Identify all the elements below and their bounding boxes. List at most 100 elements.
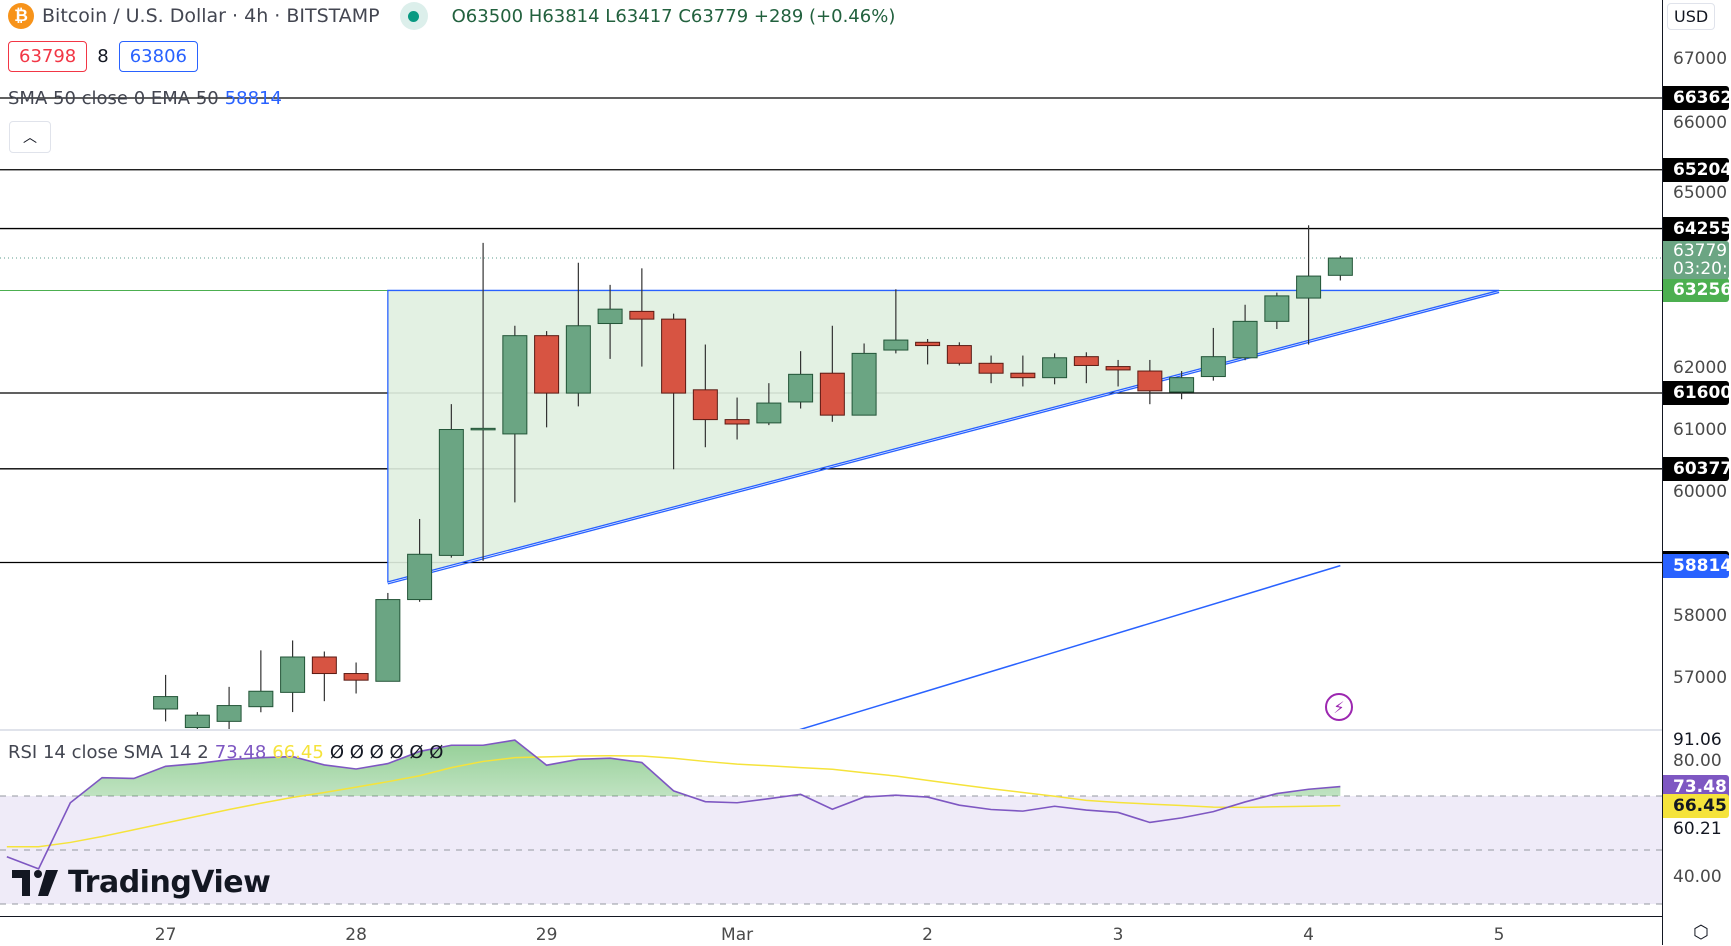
rsi-sma-line [6, 755, 1341, 848]
candle-body [343, 673, 369, 681]
lightning-icon[interactable]: ⚡ [1325, 693, 1353, 721]
candle [946, 342, 972, 366]
ema-legend[interactable]: SMA 50 close 0 EMA 50 58814 [8, 88, 282, 109]
candle [248, 650, 274, 713]
collapse-legend-button[interactable]: ︿ [9, 121, 51, 153]
sell-button[interactable]: 63798 [8, 41, 88, 72]
bitcoin-icon: ₿ [8, 3, 34, 29]
ema-50-line [799, 564, 1341, 729]
candle [280, 640, 306, 713]
market-open-dot-icon[interactable] [399, 2, 428, 30]
price-tick: 62000 [1673, 358, 1728, 379]
candle [470, 242, 496, 561]
rsi-overbought-fill [6, 740, 1341, 796]
candle [343, 662, 369, 694]
candle-body [692, 389, 718, 421]
candle-body [438, 429, 464, 556]
rsi-label: RSI 14 close SMA 14 2 [8, 742, 209, 763]
candle-body [915, 341, 941, 347]
ema-value: 58814 [224, 88, 282, 109]
pane-separator[interactable] [0, 729, 1662, 731]
candle [1232, 304, 1258, 361]
triangle-top-tag: 63256 [1663, 278, 1731, 303]
candle-body [946, 345, 972, 364]
ema-tag: 58814 [1663, 553, 1731, 578]
candle-body [629, 310, 655, 320]
candle-body [534, 335, 560, 394]
candle-body [153, 696, 179, 710]
time-axis[interactable]: 27 28 29 Mar 2 3 4 5 [0, 916, 1662, 946]
candle [438, 404, 464, 558]
candle [1296, 225, 1322, 345]
level-lines [0, 97, 1662, 564]
candle-body [724, 419, 750, 425]
candle-body [502, 335, 528, 435]
candle-body [1010, 372, 1036, 379]
rsi-sma-tag: 66.45 [1663, 793, 1729, 818]
buy-button[interactable]: 63806 [118, 41, 198, 72]
time-tick: 3 [1112, 925, 1124, 945]
candle [1073, 352, 1099, 384]
currency-button[interactable]: USD [1667, 3, 1716, 30]
candle [1200, 327, 1226, 381]
candle [629, 268, 655, 367]
price-axis[interactable]: USD 67000 66000 65000 62000 61000 60000 58000 5… [1662, 0, 1731, 945]
candle [1327, 255, 1353, 281]
rsi-tick: 60.21 [1673, 819, 1722, 839]
candle [1042, 353, 1068, 385]
candle [756, 383, 782, 426]
candles [153, 225, 1353, 729]
rsi-line [6, 739, 1341, 870]
price-tick: 67000 [1673, 48, 1728, 69]
quote-buttons: 63798 8 63806 [8, 41, 198, 72]
candle-body [788, 373, 814, 403]
tradingview-logo[interactable]: TradingView [12, 865, 271, 900]
candle [978, 355, 1004, 384]
rsi-tick: 40.00 [1673, 867, 1722, 887]
candle-body [470, 427, 496, 431]
spread-value: 8 [97, 46, 109, 67]
last-price-value: 63779 [1673, 240, 1728, 261]
candle-body [216, 705, 242, 722]
triangle-lower-trendline [387, 291, 1500, 585]
candle-body [756, 402, 782, 424]
time-tick: 5 [1493, 925, 1505, 945]
rsi-value: 73.48 [214, 742, 267, 763]
candle [216, 686, 242, 729]
rsi-chart[interactable] [0, 731, 1662, 916]
level-tag: 66362 [1663, 86, 1731, 111]
candle-body [1232, 320, 1258, 359]
candle [565, 262, 591, 407]
level-tag: 60377 [1663, 456, 1731, 481]
candle-body [1327, 257, 1353, 276]
candle-body [1264, 295, 1290, 322]
price-tick: 66000 [1673, 113, 1728, 134]
candle [819, 325, 845, 422]
candle-body [1200, 356, 1226, 378]
price-tick: 65000 [1673, 183, 1728, 204]
symbol-legend: ₿ Bitcoin / U.S. Dollar · 4h · BITSTAMP … [8, 2, 895, 30]
candle-body [407, 553, 433, 601]
time-tick: 27 [154, 925, 177, 945]
candle [661, 313, 687, 470]
rsi-legend[interactable]: RSI 14 close SMA 14 2 73.48 66.45 Ø Ø Ø Ø Ø… [8, 742, 443, 763]
rsi-tick: 91.06 [1673, 730, 1722, 750]
price-tick: 61000 [1673, 420, 1728, 441]
time-tick: 29 [535, 925, 558, 945]
rsi-null-values: Ø Ø Ø Ø Ø Ø [329, 742, 444, 763]
chevron-up-icon: ︿ [23, 130, 37, 146]
tradingview-wordmark: TradingView [68, 865, 271, 900]
candle-body [661, 318, 687, 394]
price-tick: 57000 [1673, 668, 1728, 688]
candle-body [184, 714, 210, 729]
bar-countdown: 03:20:1 [1673, 258, 1729, 279]
candle-body [819, 372, 845, 416]
time-tick: Mar [721, 925, 754, 945]
price-chart[interactable] [0, 0, 1662, 729]
settings-icon[interactable]: ⬡ [1693, 922, 1709, 943]
level-tag: 65204 [1663, 157, 1731, 182]
candle-body [280, 656, 306, 693]
symbol-title[interactable]: Bitcoin / U.S. Dollar · 4h · BITSTAMP [42, 5, 380, 27]
candle [1264, 292, 1290, 330]
